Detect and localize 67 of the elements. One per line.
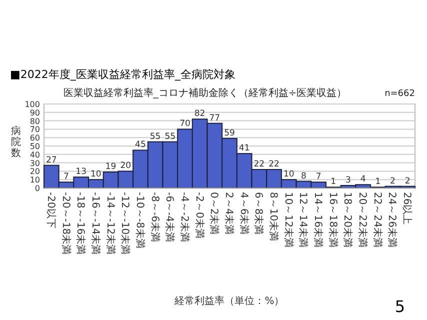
data-label: 55 <box>150 132 161 142</box>
x-tick-label: 22～24未満 <box>371 192 384 248</box>
chart-subtitle: 医業収益経常利益率_コロナ補助金除く（経常利益÷医業収益） <box>63 87 347 99</box>
y-tick-label: 0 <box>34 184 40 193</box>
x-tick-label: 10～12未満 <box>282 192 294 248</box>
data-label: 13 <box>76 167 87 178</box>
data-label: 45 <box>135 140 146 150</box>
x-tick-label: 14～16未満 <box>312 192 324 248</box>
data-label: 41 <box>238 144 250 154</box>
y-tick-label: 70 <box>30 125 40 134</box>
x-tick-label: -14～-12未満 <box>104 192 116 255</box>
data-label: 22 <box>268 160 280 170</box>
data-label: 27 <box>46 155 57 166</box>
data-label: 1 <box>330 177 336 188</box>
data-label: 19 <box>105 162 116 172</box>
x-tick-label: -12～-10未満 <box>119 192 132 255</box>
data-label: 2 <box>390 176 396 186</box>
x-tick-label: -8～-6未満 <box>148 192 161 242</box>
y-tick-label: 10 <box>30 176 40 185</box>
data-label: 1 <box>375 177 381 188</box>
y-axis-title: 病院数 <box>11 125 21 159</box>
x-tick-label: 4～6未満 <box>238 192 250 235</box>
y-tick-label: 30 <box>30 158 40 168</box>
x-tick-label: 12～14未満 <box>297 192 310 248</box>
data-label: 20 <box>120 161 132 172</box>
text: n=662 <box>384 89 415 99</box>
x-tick-label: -10～-8未満 <box>134 192 146 248</box>
x-tick-label: 0～2未満 <box>208 192 220 235</box>
data-label: 82 <box>194 109 206 120</box>
x-tick-label: -2～0未満 <box>193 192 206 238</box>
y-tick-label: 80 <box>30 116 40 126</box>
x-tick-label: 2～4未満 <box>223 192 235 235</box>
data-label: 22 <box>254 160 265 170</box>
data-label: 77 <box>209 113 220 124</box>
y-tick-label: 90 <box>30 108 40 118</box>
data-label: 10 <box>90 170 102 180</box>
text: 5 <box>394 297 405 316</box>
x-tick-label: -6～-4未満 <box>164 192 176 242</box>
x-tick-label: 16～18未満 <box>326 192 339 248</box>
y-tick-label: 100 <box>24 100 40 109</box>
data-label: 4 <box>360 174 366 185</box>
y-tick-label: 20 <box>30 167 40 176</box>
x-tick-label: -18～-16未満 <box>74 192 87 255</box>
x-tick-label: -4～-2未満 <box>178 192 190 242</box>
data-label: 7 <box>64 172 69 182</box>
chart-title: ■2022年度_医業収益経常利益率_全病院対象 <box>10 68 236 81</box>
x-tick-label: 26以上 <box>401 192 414 225</box>
data-label: 2 <box>404 176 410 186</box>
data-label: 8 <box>300 171 306 182</box>
y-tick-label: 60 <box>30 134 40 143</box>
x-tick-label: 18～20未満 <box>342 192 354 248</box>
x-tick-label: 8～10未満 <box>268 192 280 242</box>
x-tick-label: -16～-14未満 <box>89 192 102 255</box>
x-tick-label: 24～26未満 <box>386 192 398 248</box>
y-tick-label: 40 <box>30 150 40 160</box>
y-tick-label: 50 <box>30 142 40 151</box>
x-tick-label: -20～-18未満 <box>60 192 72 255</box>
data-label: 70 <box>180 119 190 130</box>
data-label: 3 <box>346 175 351 186</box>
data-label: 10 <box>283 170 294 180</box>
data-label: 59 <box>224 128 235 138</box>
x-tick-label: -20以下 <box>44 192 57 228</box>
data-label: 7 <box>316 172 322 182</box>
data-label: 55 <box>164 132 176 142</box>
x-tick-label: 6～8未満 <box>252 192 265 235</box>
x-tick-label: 20～22未満 <box>356 192 369 248</box>
x-axis-title: 経常利益率（単位：%） <box>174 295 284 307</box>
